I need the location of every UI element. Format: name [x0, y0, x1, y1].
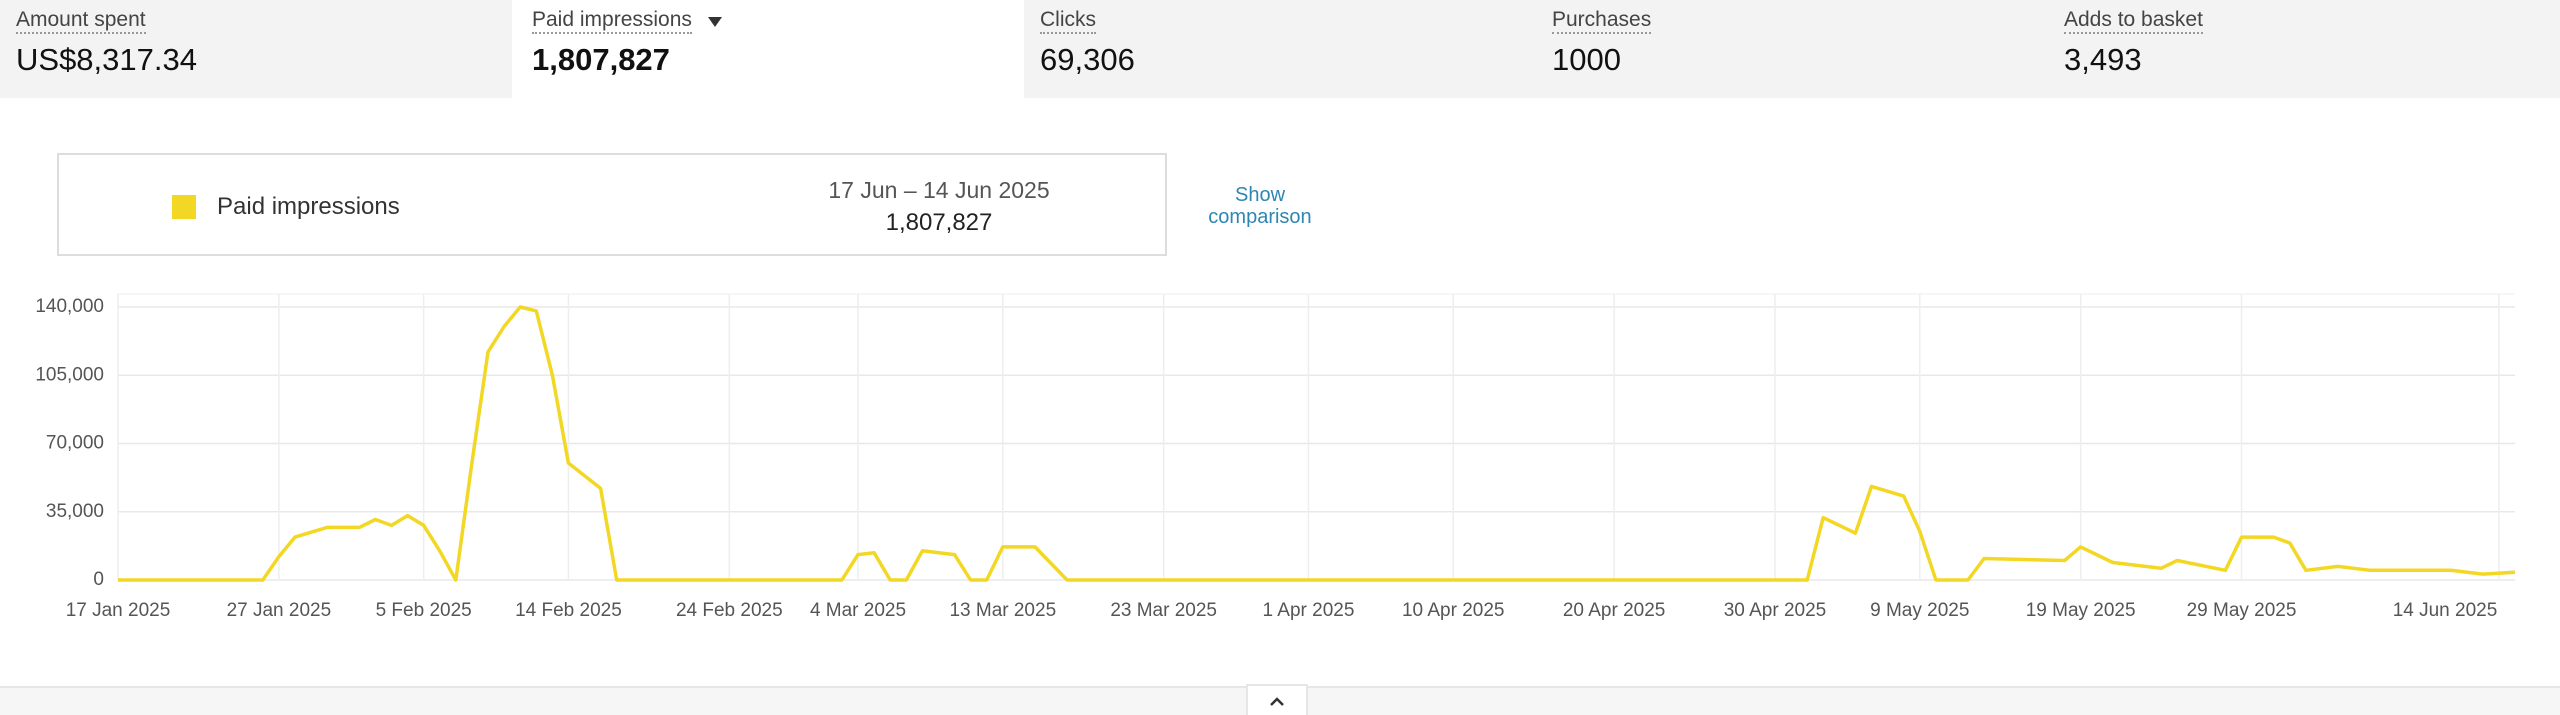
- metric-tab[interactable]: Clicks 69,306: [1024, 0, 1536, 98]
- chart: 0 35,000 70,000 105,000 140,000 17 Jan 2025 27…: [35, 293, 2516, 621]
- metric-label: Clicks: [1040, 8, 1096, 34]
- chevron-icon: [1270, 697, 1284, 706]
- show-comparison-link[interactable]: Show comparison: [1208, 184, 1312, 228]
- y-tick-label: 0: [93, 569, 104, 590]
- x-tick-label: 13 Mar 2025: [949, 600, 1056, 621]
- legend-box: Paid impressions 17 Jun – 14 Jun 2025 1,…: [57, 153, 1167, 256]
- x-tick-label: 17 Jan 2025: [66, 600, 171, 621]
- total-value: 1,807,827: [885, 209, 993, 236]
- x-tick-label: 14 Jun 2025: [2393, 600, 2498, 621]
- metric-tab[interactable]: Adds to basket 3,493: [2048, 0, 2560, 98]
- metric-label: Amount spent: [16, 8, 146, 34]
- x-tick-label: 19 May 2025: [2026, 600, 2136, 621]
- date-range: 17 Jun – 14 Jun 2025: [828, 177, 1050, 203]
- x-tick-label: 4 Mar 2025: [810, 600, 906, 621]
- metric-tab[interactable]: Amount spent US$8,317.34: [0, 0, 512, 98]
- x-tick-label: 20 Apr 2025: [1563, 600, 1665, 621]
- x-tick-label: 1 Apr 2025: [1262, 600, 1354, 621]
- x-tick-label: 14 Feb 2025: [515, 600, 622, 621]
- metric-tabs: Amount spent US$8,317.34 Paid impressions…: [0, 0, 2560, 98]
- metric-label: Adds to basket: [2064, 8, 2203, 34]
- x-tick-label: 27 Jan 2025: [227, 600, 332, 621]
- metric-label: Paid impressions: [532, 8, 692, 34]
- y-tick-label: 35,000: [46, 501, 104, 522]
- x-tick-label: 24 Feb 2025: [676, 600, 783, 621]
- metric-value: 69,306: [1040, 42, 1135, 77]
- metric-value: US$8,317.34: [16, 42, 197, 77]
- metric-tab[interactable]: Purchases 1000: [1536, 0, 2048, 98]
- collapse-button[interactable]: [1246, 684, 1308, 715]
- metric-value: 1000: [1552, 42, 1621, 77]
- dropdown-arrow[interactable]: [707, 16, 722, 27]
- x-tick-label: 30 Apr 2025: [1724, 600, 1826, 621]
- y-tick-label: 70,000: [46, 433, 104, 454]
- metric-label: Purchases: [1552, 8, 1652, 34]
- metric-value: 3,493: [2064, 42, 2142, 77]
- x-tick-label: 5 Feb 2025: [376, 600, 472, 621]
- y-tick-label: 140,000: [35, 296, 104, 317]
- x-tick-label: 9 May 2025: [1870, 600, 1969, 621]
- legend-label: Paid impressions: [217, 193, 400, 220]
- legend-swatch: [172, 195, 196, 219]
- x-tick-label: 23 Mar 2025: [1110, 600, 1217, 621]
- x-tick-label: 10 Apr 2025: [1402, 600, 1504, 621]
- x-tick-label: 29 May 2025: [2187, 600, 2297, 621]
- y-tick-label: 105,000: [35, 364, 104, 385]
- data-line: [118, 305, 2516, 582]
- metric-tab[interactable]: Paid impressions 1,807,827: [512, 0, 1024, 98]
- metric-value: 1,807,827: [532, 42, 670, 77]
